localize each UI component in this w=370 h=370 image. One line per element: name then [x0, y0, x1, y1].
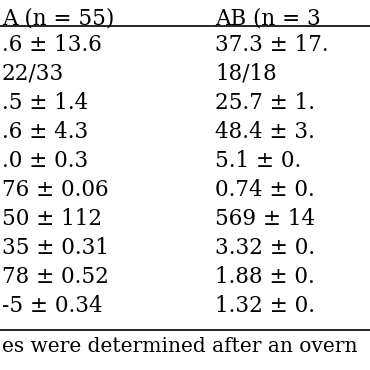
Text: 48.4 ± 3.: 48.4 ± 3.: [215, 121, 315, 143]
Text: 18/18: 18/18: [215, 63, 277, 85]
Text: 76 ± 0.06: 76 ± 0.06: [2, 179, 109, 201]
Text: AB (n = 3: AB (n = 3: [215, 8, 321, 30]
Text: 5.1 ± 0.: 5.1 ± 0.: [215, 150, 301, 172]
Text: 35 ± 0.31: 35 ± 0.31: [2, 237, 109, 259]
Text: .6 ± 13.6: .6 ± 13.6: [2, 34, 102, 56]
Text: 50 ± 112: 50 ± 112: [2, 208, 102, 230]
Text: 78 ± 0.52: 78 ± 0.52: [2, 266, 109, 288]
Text: 1.88 ± 0.: 1.88 ± 0.: [215, 266, 315, 288]
Text: .5 ± 1.4: .5 ± 1.4: [2, 92, 88, 114]
Text: 37.3 ± 17.: 37.3 ± 17.: [215, 34, 329, 56]
Text: .0 ± 0.3: .0 ± 0.3: [2, 150, 88, 172]
Text: 1.32 ± 0.: 1.32 ± 0.: [215, 295, 315, 317]
Text: A (n = 55): A (n = 55): [2, 8, 114, 30]
Text: es were determined after an overn: es were determined after an overn: [2, 337, 357, 356]
Text: -5 ± 0.34: -5 ± 0.34: [2, 295, 102, 317]
Text: .6 ± 4.3: .6 ± 4.3: [2, 121, 88, 143]
Text: 569 ± 14: 569 ± 14: [215, 208, 315, 230]
Text: 25.7 ± 1.: 25.7 ± 1.: [215, 92, 315, 114]
Text: 22/33: 22/33: [2, 63, 64, 85]
Text: 0.74 ± 0.: 0.74 ± 0.: [215, 179, 315, 201]
Text: 3.32 ± 0.: 3.32 ± 0.: [215, 237, 315, 259]
